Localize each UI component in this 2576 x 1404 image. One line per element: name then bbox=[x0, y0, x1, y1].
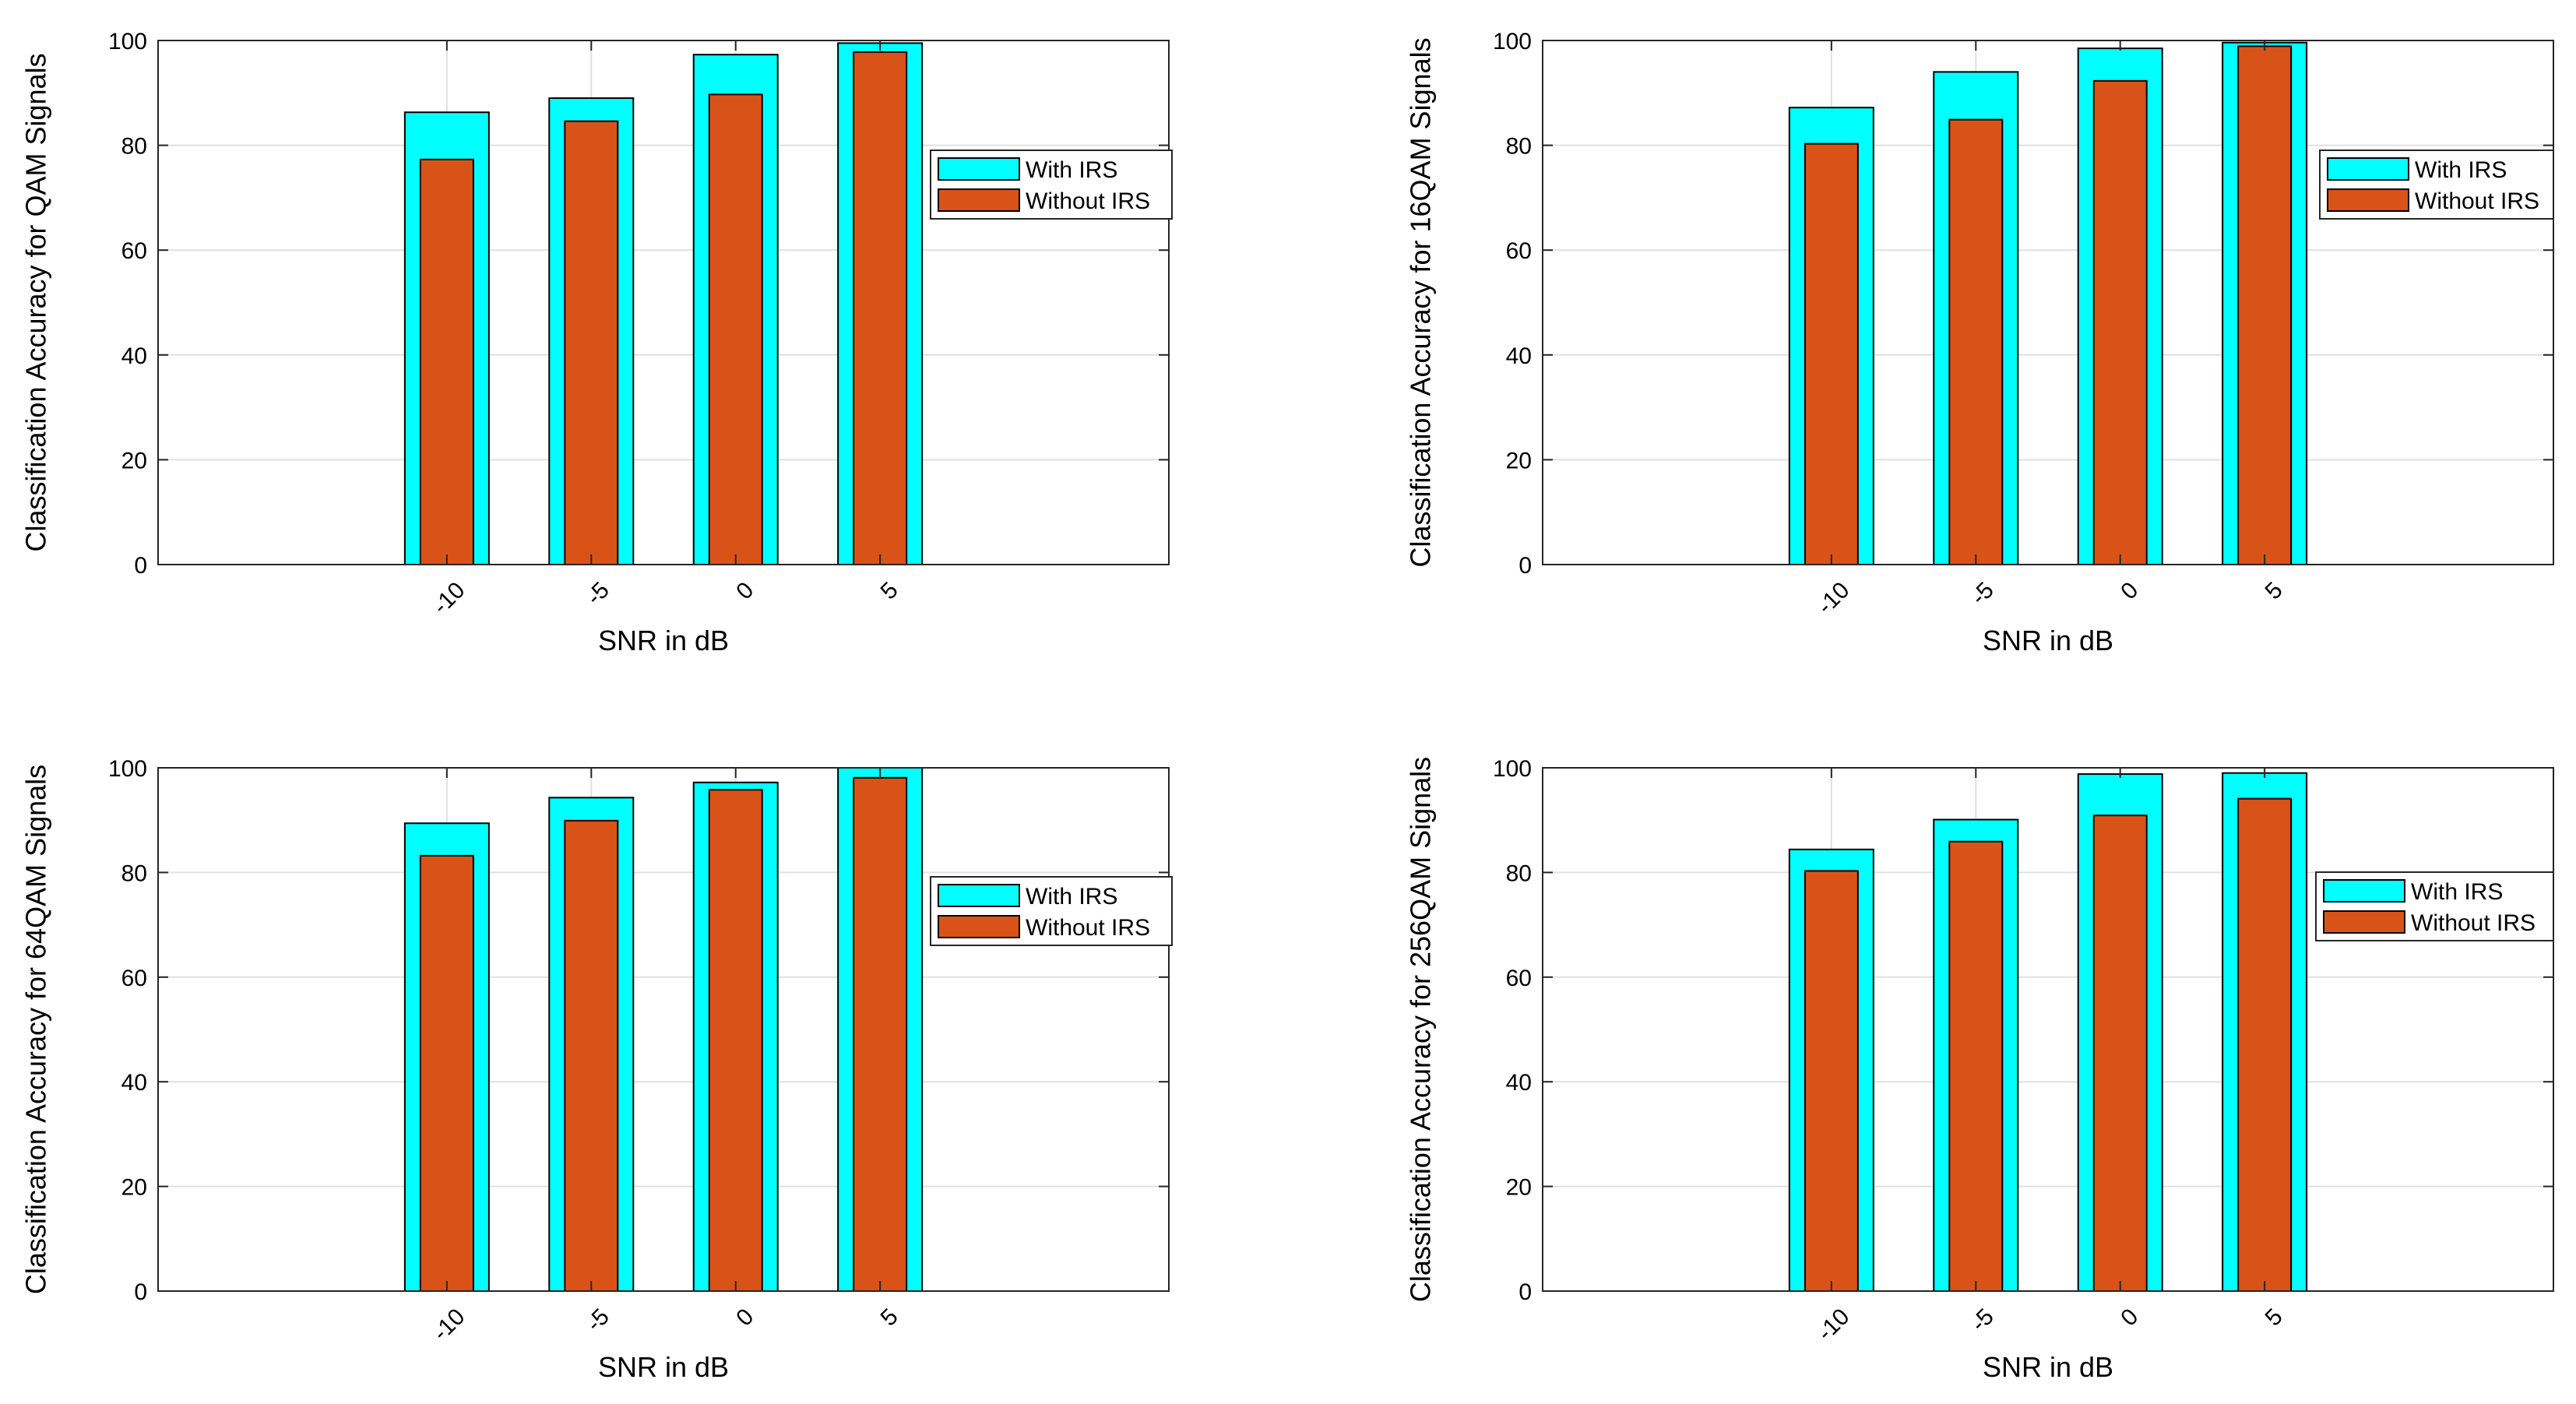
legend: With IRS Without IRS bbox=[2319, 150, 2554, 220]
y-tick-label: 40 bbox=[1506, 1070, 1532, 1096]
x-tick-label: 0 bbox=[731, 1304, 758, 1331]
y-tick-label: 60 bbox=[121, 966, 147, 991]
y-tick-label: 0 bbox=[134, 553, 147, 579]
plot-area bbox=[158, 40, 1169, 565]
y-tick-label: 0 bbox=[134, 1279, 147, 1305]
plot-area bbox=[1543, 768, 2553, 1291]
x-axis-title: SNR in dB bbox=[1983, 1351, 2113, 1383]
y-tick-label: 40 bbox=[121, 343, 147, 369]
y-tick-label: 100 bbox=[108, 29, 147, 55]
legend-label-with-irs: With IRS bbox=[1026, 157, 1117, 183]
chart-panel-2: 0 20 40 60 80 100 -10 -5 0 5 SNR in dB Classificati… bbox=[1405, 29, 2554, 656]
legend-swatch-with-irs bbox=[938, 157, 1020, 181]
y-tick-label: 20 bbox=[1506, 448, 1532, 473]
y-tick-label: 40 bbox=[121, 1070, 147, 1096]
y-axis-title: Classification Accuracy for 256QAM Signa… bbox=[1405, 757, 1437, 1302]
x-tick-label: -5 bbox=[582, 577, 614, 610]
legend-label-without-irs: Without IRS bbox=[1026, 915, 1150, 941]
y-tick-label: 80 bbox=[121, 134, 147, 160]
x-tick-label: 5 bbox=[876, 1304, 903, 1331]
y-axis-title: Classification Accuracy for QAM Signals bbox=[20, 53, 52, 551]
x-tick-label: -5 bbox=[1966, 1304, 1999, 1336]
y-axis-title: Classification Accuracy for 64QAM Signal… bbox=[20, 765, 52, 1294]
legend-swatch-without-irs bbox=[938, 915, 1020, 938]
legend-swatch-with-irs bbox=[938, 884, 1020, 907]
bar-without-irs-snr--10 bbox=[419, 854, 474, 1292]
legend-swatch-without-irs bbox=[938, 188, 1020, 212]
legend-swatch-without-irs bbox=[2327, 188, 2409, 212]
legend: With IRS Without IRS bbox=[930, 876, 1173, 946]
x-tick-label: 5 bbox=[2261, 1304, 2288, 1331]
y-tick-label: 100 bbox=[1493, 756, 1532, 782]
bar-without-irs-snr--5 bbox=[564, 120, 619, 565]
y-tick-label: 60 bbox=[1506, 238, 1532, 264]
x-tick-label: 0 bbox=[2116, 1304, 2143, 1331]
bar-without-irs-snr--5 bbox=[1948, 118, 2004, 566]
bar-without-irs-snr--5 bbox=[564, 819, 619, 1292]
axes-box bbox=[1542, 767, 2554, 1292]
bar-without-irs-snr-0 bbox=[708, 789, 763, 1292]
axes-box bbox=[157, 767, 1170, 1292]
y-tick-label: 80 bbox=[121, 860, 147, 886]
legend-swatch-with-irs bbox=[2323, 879, 2405, 903]
legend-label-without-irs: Without IRS bbox=[2411, 910, 2536, 936]
y-tick-label: 100 bbox=[1493, 29, 1532, 55]
y-tick-label: 60 bbox=[121, 238, 147, 264]
bar-without-irs-snr--10 bbox=[1804, 870, 1859, 1293]
legend: With IRS Without IRS bbox=[2315, 871, 2554, 941]
chart-panel-1: 0 20 40 60 80 100 -10 -5 0 5 SNR in dB Classificati… bbox=[20, 29, 1173, 656]
plot-area bbox=[158, 768, 1169, 1291]
y-tick-label: 20 bbox=[121, 1175, 147, 1201]
legend-label-with-irs: With IRS bbox=[2411, 879, 2503, 905]
legend-label-without-irs: Without IRS bbox=[1026, 188, 1150, 214]
x-tick-label: -5 bbox=[582, 1304, 614, 1336]
x-tick-label: -10 bbox=[428, 577, 470, 619]
x-tick-label: 5 bbox=[876, 577, 903, 604]
bar-without-irs-snr-5 bbox=[853, 51, 908, 565]
axes-box bbox=[1542, 40, 2554, 565]
axes-box bbox=[157, 40, 1170, 565]
y-tick-label: 40 bbox=[1506, 343, 1532, 369]
legend-swatch-without-irs bbox=[2323, 910, 2405, 934]
x-tick-label: -10 bbox=[1813, 577, 1855, 619]
legend-swatch-with-irs bbox=[2327, 157, 2409, 181]
bar-without-irs-snr-0 bbox=[708, 93, 763, 566]
plot-area bbox=[1543, 40, 2553, 565]
x-axis-title: SNR in dB bbox=[1983, 625, 2113, 656]
y-tick-label: 80 bbox=[1506, 134, 1532, 160]
chart-panel-4: 0 20 40 60 80 100 -10 -5 0 5 SNR in dB Classificati… bbox=[1405, 756, 2554, 1383]
y-tick-label: 0 bbox=[1519, 1279, 1532, 1305]
x-tick-label: 5 bbox=[2261, 577, 2288, 604]
legend-label-without-irs: Without IRS bbox=[2415, 188, 2539, 214]
y-tick-label: 20 bbox=[121, 448, 147, 473]
y-tick-label: 0 bbox=[1519, 553, 1532, 579]
x-tick-label: 0 bbox=[2116, 577, 2143, 604]
bar-without-irs-snr-5 bbox=[2237, 797, 2293, 1292]
x-tick-label: -10 bbox=[428, 1304, 470, 1346]
bar-without-irs-snr--10 bbox=[1804, 143, 1859, 565]
bar-without-irs-snr-0 bbox=[2092, 79, 2148, 566]
legend: With IRS Without IRS bbox=[930, 150, 1173, 220]
legend-label-with-irs: With IRS bbox=[1026, 884, 1117, 910]
x-tick-label: -10 bbox=[1813, 1304, 1855, 1346]
bar-without-irs-snr--5 bbox=[1948, 840, 2004, 1292]
y-tick-label: 80 bbox=[1506, 860, 1532, 886]
legend-label-with-irs: With IRS bbox=[2415, 157, 2507, 183]
bar-without-irs-snr-5 bbox=[2237, 45, 2293, 565]
x-axis-title: SNR in dB bbox=[598, 1351, 729, 1383]
bar-without-irs-snr--10 bbox=[419, 158, 474, 565]
x-axis-title: SNR in dB bbox=[598, 625, 729, 656]
y-tick-label: 20 bbox=[1506, 1175, 1532, 1201]
y-tick-label: 100 bbox=[108, 756, 147, 782]
y-axis-title: Classification Accuracy for 16QAM Signal… bbox=[1405, 37, 1437, 567]
bar-without-irs-snr-5 bbox=[853, 776, 908, 1292]
x-tick-label: -5 bbox=[1966, 577, 1999, 610]
x-tick-label: 0 bbox=[731, 577, 758, 604]
chart-panel-3: 0 20 40 60 80 100 -10 -5 0 5 SNR in dB Classificati… bbox=[20, 756, 1173, 1383]
bar-without-irs-snr-0 bbox=[2092, 815, 2148, 1292]
y-tick-label: 60 bbox=[1506, 966, 1532, 991]
